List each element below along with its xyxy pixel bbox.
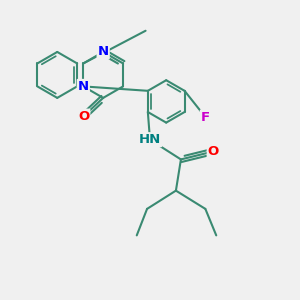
Text: N: N (98, 45, 109, 58)
Text: F: F (201, 110, 210, 124)
Text: O: O (78, 110, 89, 123)
Text: N: N (78, 80, 89, 93)
Text: HN: HN (139, 133, 161, 146)
Text: O: O (208, 145, 219, 158)
